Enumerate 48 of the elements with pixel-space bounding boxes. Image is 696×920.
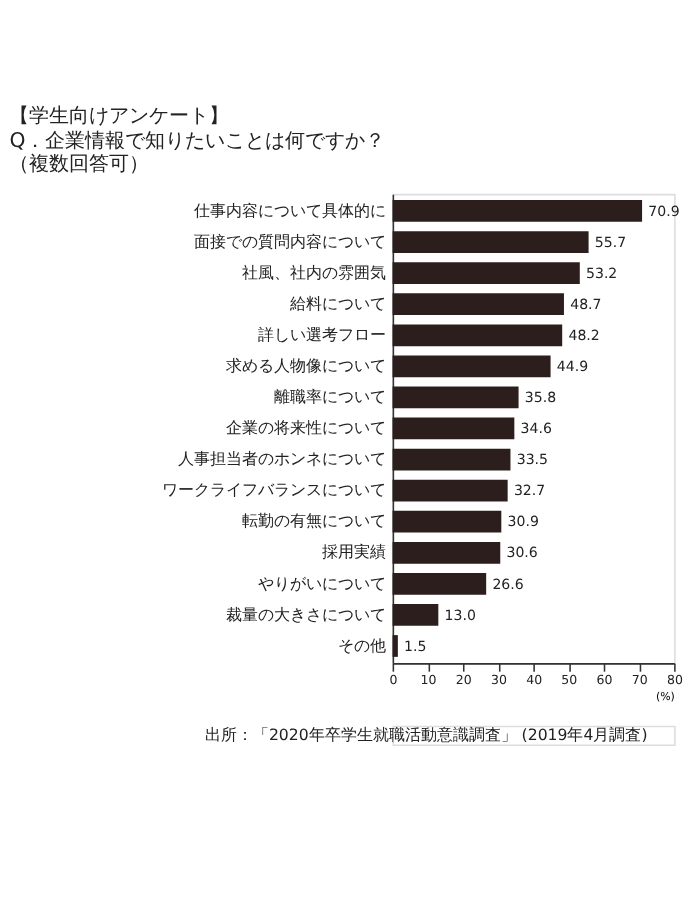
bar [392,293,564,316]
data-label: 1.5 [404,636,427,655]
y-tick-label: 裁量の大きさについて [225,605,386,624]
y-tick-label: やりがいについて [257,574,386,593]
bar [392,572,487,595]
y-tick-label: 面接での質問内容について [193,232,386,251]
data-label: 13.0 [444,605,476,624]
y-tick-label: 求める人物像について [225,357,386,376]
bar [392,541,501,564]
data-label: 30.9 [507,512,539,531]
bar [392,635,398,657]
y-tick-label: 給料について [287,294,386,313]
text: 【学生向けアンケート】 [9,103,230,128]
data-label: 48.7 [570,294,602,313]
data-label: 32.7 [513,481,546,500]
bar [392,231,589,253]
text: 出所：「2020年卒学生就職活動意識調査」 (2019年4月調査) [204,725,648,744]
data-label: 35.8 [524,388,557,407]
y-tick-label: 離職率について [273,388,386,407]
bar [392,200,643,222]
bar [392,448,511,471]
bar [392,604,439,626]
data-label: 53.2 [586,263,618,282]
data-label: 70.9 [648,201,680,220]
y-tick-label: 仕事内容について具体的に [193,201,386,220]
data-label: 26.6 [492,574,525,593]
bar [392,262,580,284]
y-tick-label: その他 [337,636,386,655]
y-tick-label: 人事担当者のホンネについて [177,450,386,469]
y-tick-label: 詳しい選考フロー [257,325,386,344]
data-label: 30.6 [506,543,539,562]
y-tick-label: 社風、社内の雰囲気 [241,263,386,282]
data-label: 33.5 [516,450,548,469]
bar [392,324,563,347]
bar [392,510,502,533]
bar [392,355,551,378]
bar [392,417,515,440]
bar [392,479,508,502]
y-tick-label: 企業の将来性について [225,419,386,438]
data-label: 55.7 [594,232,627,251]
data-label: 44.9 [556,357,589,376]
bar [392,386,519,409]
data-label: 34.6 [520,419,553,438]
data-label: 48.2 [568,325,600,344]
y-tick-label: ワークライフバランスについて [161,481,386,500]
text: Q．企業情報で知りたいことは何ですか？（複数回答可） [9,128,386,177]
y-tick-label: 転勤の有無について [241,512,386,531]
y-tick-label: 採用実績 [321,543,386,562]
